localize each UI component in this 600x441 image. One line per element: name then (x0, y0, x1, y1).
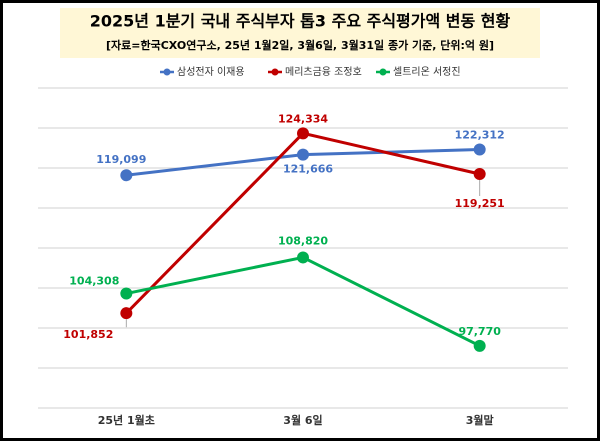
data-point (473, 143, 486, 156)
x-tick-label: 25년 1월초 (98, 413, 155, 427)
data-point (297, 148, 309, 161)
data-point (297, 127, 309, 140)
title-background (60, 8, 540, 58)
data-label: 101,852 (63, 328, 113, 341)
legend-label: 메리츠금융 조정호 (285, 66, 362, 78)
data-point (120, 307, 133, 320)
x-tick-label: 3월말 (466, 413, 494, 427)
legend-label: 셀트리온 서정진 (393, 66, 461, 78)
chart-subtitle: [자료=한국CXO연구소, 25년 1월2일, 3월6일, 3월31일 종가 기… (106, 38, 494, 52)
legend-marker (379, 68, 387, 76)
legend-marker (271, 68, 279, 76)
legend-marker (163, 68, 171, 76)
data-label: 121,666 (283, 163, 333, 176)
data-label: 119,251 (455, 197, 505, 210)
data-label: 97,770 (458, 325, 501, 338)
data-label: 119,099 (96, 153, 146, 166)
data-label: 124,334 (278, 112, 328, 125)
x-tick-label: 3월 6일 (283, 413, 322, 427)
data-point (120, 287, 133, 300)
data-label: 122,312 (455, 129, 505, 142)
chart-title: 2025년 1분기 국내 주식부자 톱3 주요 주식평가액 변동 현황 (90, 12, 511, 31)
data-point (297, 251, 309, 264)
data-point (120, 169, 133, 182)
data-label: 108,820 (278, 234, 328, 247)
legend-label: 삼성전자 이재용 (177, 66, 245, 78)
data-label: 104,308 (69, 275, 119, 288)
data-point (473, 339, 486, 352)
data-point (473, 167, 486, 180)
